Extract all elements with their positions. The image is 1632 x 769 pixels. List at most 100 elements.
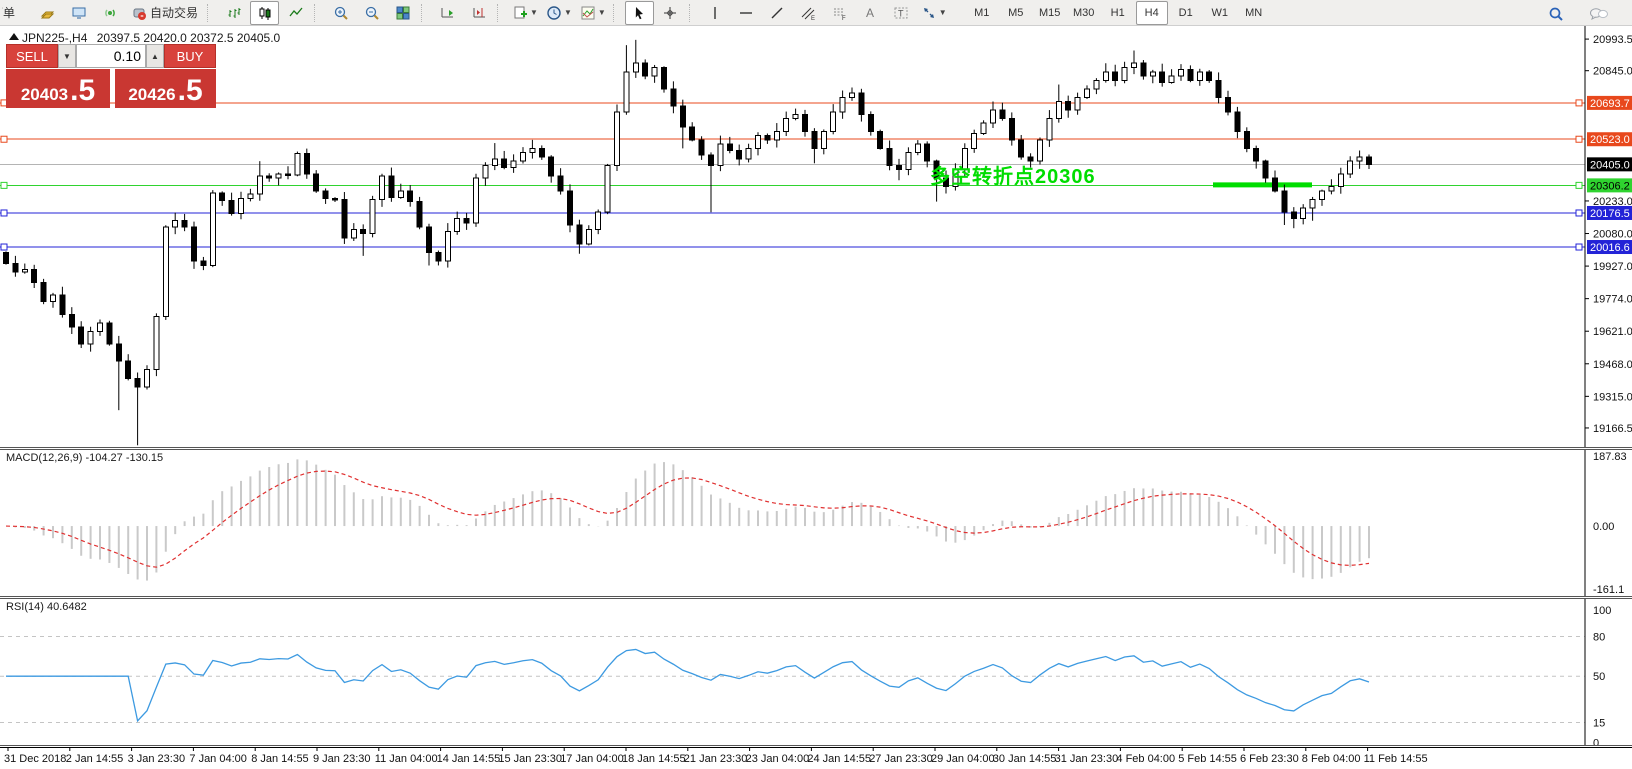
one-click-collapse-icon[interactable] (9, 33, 19, 40)
svg-text:20993.5: 20993.5 (1593, 34, 1632, 46)
svg-text:15: 15 (1593, 718, 1605, 730)
svg-text:8 Feb 04:00: 8 Feb 04:00 (1302, 753, 1361, 765)
indicators-button[interactable]: ▼ (577, 1, 609, 25)
price-chart-canvas[interactable]: 20993.5 20845.0 20233.0 20080.0 19927.0 19774… (0, 26, 1632, 447)
toolbar-separator (497, 3, 505, 22)
history-center-icon[interactable] (33, 1, 62, 25)
svg-text:20233.0: 20233.0 (1593, 196, 1632, 208)
line-chart-mode-icon[interactable] (281, 1, 310, 25)
zoom-in-icon[interactable] (326, 1, 355, 25)
panel-splitter[interactable] (0, 596, 1632, 599)
toolbar-separator (688, 3, 697, 22)
buy-button[interactable]: BUY (164, 44, 216, 68)
arrows-tool-button[interactable]: ▼ (918, 1, 950, 25)
macd-canvas[interactable]: 187.83 0.00 -161.1 (0, 450, 1632, 596)
timeframe-group: M1 M5 M15 M30 H1 H4 D1 W1 MN (965, 0, 1271, 25)
chart-title: JPN225-,H4 20397.5 20420.0 20372.5 20405… (22, 31, 280, 45)
svg-text:0: 0 (1593, 737, 1599, 745)
svg-text:6 Feb 23:30: 6 Feb 23:30 (1240, 753, 1299, 765)
svg-text:20523.0: 20523.0 (1590, 134, 1630, 146)
trendline-tool-icon[interactable] (763, 1, 792, 25)
toolbar-separator (207, 3, 215, 22)
search-icon[interactable] (1542, 2, 1571, 26)
panel-splitter[interactable] (0, 447, 1632, 450)
bar-chart-mode-icon[interactable] (219, 1, 248, 25)
macd-panel[interactable]: 187.83 0.00 -161.1 (0, 450, 1632, 596)
timeframe-m15[interactable]: M15 (1039, 6, 1061, 19)
svg-text:-161.1: -161.1 (1593, 584, 1624, 596)
timeframe-m5[interactable]: M5 (1008, 6, 1024, 19)
candlestick-mode-icon[interactable] (250, 0, 280, 25)
timeframe-h1[interactable]: H1 (1110, 6, 1125, 19)
tile-windows-icon[interactable] (388, 1, 417, 25)
svg-text:7 Jan 04:00: 7 Jan 04:00 (189, 753, 247, 765)
svg-text:50: 50 (1593, 671, 1605, 683)
rsi-panel[interactable]: 100 80 50 15 0 (0, 599, 1632, 749)
svg-text:21 Jan 23:30: 21 Jan 23:30 (684, 753, 748, 765)
svg-text:29 Jan 04:00: 29 Jan 04:00 (931, 753, 995, 765)
pivot-annotation-text[interactable]: 多空转折点20306 (930, 166, 1096, 189)
svg-text:23 Jan 04:00: 23 Jan 04:00 (746, 753, 810, 765)
svg-text:30 Jan 14:55: 30 Jan 14:55 (993, 753, 1057, 765)
buy-price-box[interactable]: 20426 .5 (115, 69, 216, 108)
toolbar-separator (421, 3, 429, 22)
timeframe-d1[interactable]: D1 (1178, 6, 1193, 19)
axis-splitter (0, 745, 1632, 747)
sell-price-box[interactable]: 20403 .5 (6, 69, 110, 108)
signals-icon[interactable] (95, 1, 124, 25)
timeframe-mn[interactable]: MN (1245, 6, 1263, 19)
text-label-tool-icon[interactable]: T (887, 1, 916, 25)
chart-shift-icon[interactable] (464, 1, 493, 25)
volume-increase-icon[interactable]: ▲ (146, 44, 164, 68)
terminal-window-icon[interactable] (64, 1, 93, 25)
equidistant-channel-tool-icon[interactable]: E (794, 1, 823, 25)
time-axis[interactable]: 31 Dec 2018 2 Jan 14:55 3 Jan 23:30 7 Jan 0… (0, 747, 1632, 769)
svg-text:20080.0: 20080.0 (1593, 229, 1632, 241)
svg-text:20693.7: 20693.7 (1590, 98, 1630, 110)
svg-text:9 Jan 23:30: 9 Jan 23:30 (313, 753, 371, 765)
chat-icon[interactable] (1584, 2, 1613, 26)
volume-dropdown-icon[interactable]: ▼ (58, 44, 76, 68)
buy-price-main: 20426 (128, 85, 176, 104)
svg-text:14 Jan 14:55: 14 Jan 14:55 (437, 753, 501, 765)
auto-scroll-icon[interactable] (433, 1, 462, 25)
vertical-line-tool-icon[interactable] (701, 1, 730, 25)
svg-text:20016.6: 20016.6 (1590, 242, 1630, 254)
svg-text:31 Dec 2018: 31 Dec 2018 (4, 753, 66, 765)
buy-price-frac: .5 (177, 74, 203, 107)
sell-button[interactable]: SELL (6, 44, 58, 68)
macd-label: MACD(12,26,9) -104.27 -130.15 (6, 452, 164, 464)
svg-text:80: 80 (1593, 631, 1605, 643)
rsi-value: 40.6482 (46, 601, 87, 613)
timeframe-w1[interactable]: W1 (1211, 6, 1228, 19)
svg-text:0.00: 0.00 (1593, 521, 1614, 533)
timeframe-m1[interactable]: M1 (974, 6, 990, 19)
fibonacci-tool-icon[interactable]: F (825, 1, 854, 25)
svg-text:19774.0: 19774.0 (1593, 294, 1632, 306)
time-axis-canvas[interactable]: 31 Dec 2018 2 Jan 14:55 3 Jan 23:30 7 Jan 0… (0, 747, 1632, 769)
price-chart-panel[interactable]: 20993.5 20845.0 20233.0 20080.0 19927.0 19774… (0, 26, 1632, 447)
svg-text:18 Jan 14:55: 18 Jan 14:55 (622, 753, 686, 765)
crosshair-tool-icon[interactable] (656, 1, 685, 25)
sell-price-main: 20403 (20, 85, 69, 104)
cursor-tool-icon[interactable] (624, 0, 654, 25)
svg-text:19927.0: 19927.0 (1593, 261, 1632, 273)
new-chart-button[interactable]: ▼ (509, 1, 541, 25)
autotrading-label: 自动交易 (150, 6, 199, 20)
svg-text:19166.5: 19166.5 (1593, 423, 1632, 435)
period-clock-button[interactable]: ▼ (543, 1, 575, 25)
volume-input[interactable] (76, 44, 146, 68)
svg-text:8 Jan 14:55: 8 Jan 14:55 (251, 753, 309, 765)
rsi-canvas[interactable]: 100 80 50 15 0 (0, 599, 1632, 749)
timeframe-m30[interactable]: M30 (1073, 6, 1095, 19)
horizontal-line-tool-icon[interactable] (732, 1, 761, 25)
new-order-button[interactable]: 下单 (1, 1, 31, 25)
text-tool-icon[interactable]: A (856, 1, 885, 25)
autotrading-button[interactable]: 自动交易 (126, 1, 203, 25)
zoom-out-icon[interactable] (357, 1, 386, 25)
svg-text:2 Jan 14:55: 2 Jan 14:55 (66, 753, 124, 765)
svg-text:4 Feb 04:00: 4 Feb 04:00 (1116, 753, 1175, 765)
timeframe-h4[interactable]: H4 (1135, 0, 1168, 25)
svg-text:11 Feb 14:55: 11 Feb 14:55 (1364, 753, 1428, 765)
